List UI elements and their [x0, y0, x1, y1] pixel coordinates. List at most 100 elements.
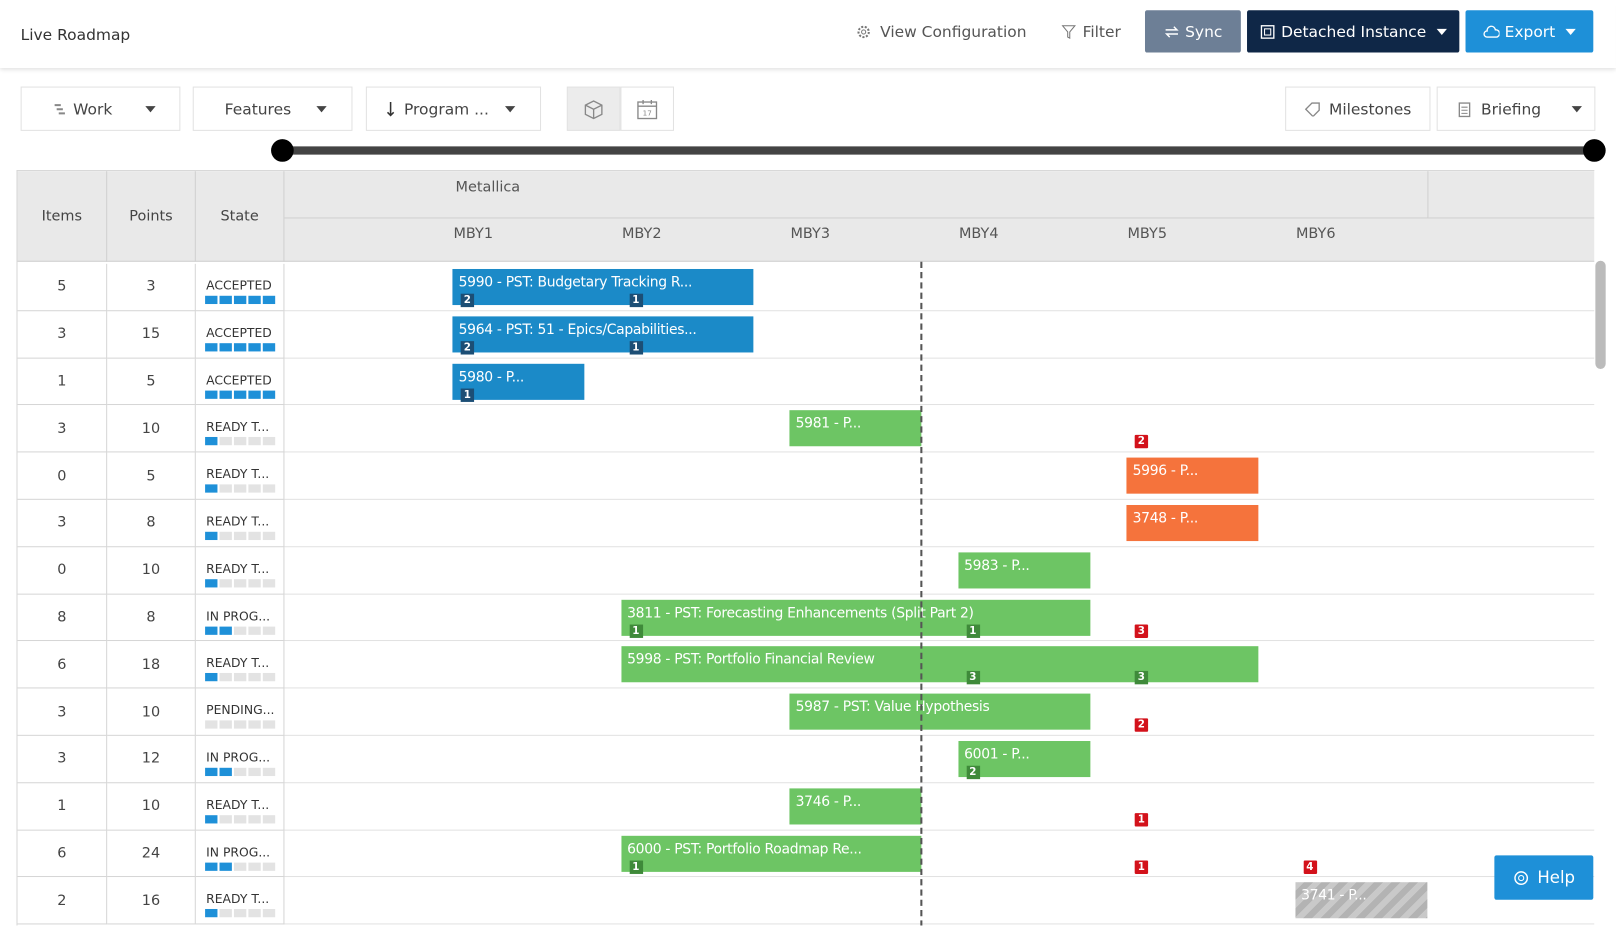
points-cell: 10 — [107, 688, 196, 736]
export-button[interactable]: Export — [1465, 10, 1594, 53]
filter-button[interactable]: Filter — [1055, 12, 1127, 51]
progress-segment — [219, 720, 232, 729]
points-cell: 15 — [107, 311, 196, 359]
bar-label: 5981 - P... — [795, 415, 862, 433]
bar-label: 6001 - P... — [964, 746, 1030, 763]
briefing-dropdown[interactable]: Briefing — [1436, 86, 1596, 131]
help-button[interactable]: Help — [1494, 855, 1594, 900]
gear-icon — [857, 25, 870, 39]
items-cell: 0 — [17, 452, 108, 500]
progress-segment — [233, 484, 247, 493]
program-dropdown[interactable]: Program ... — [365, 86, 542, 131]
bar-badge: 3 — [1134, 671, 1149, 685]
progress-segment — [248, 862, 261, 871]
roadmap-bar[interactable]: 3811 - PST: Forecasting Enhancements (Sp… — [620, 599, 1090, 636]
roadmap-bar[interactable]: 5983 - P... — [957, 552, 1090, 589]
sprint-header: MBY4 — [958, 225, 999, 243]
range-slider[interactable] — [282, 146, 1595, 155]
state-label: READY T... — [206, 419, 270, 435]
label: Features — [224, 99, 292, 119]
progress-segment — [248, 531, 261, 541]
roadmap-bar[interactable]: 5987 - PST: Value Hypothesis — [789, 693, 1090, 730]
detached-instance-button[interactable]: Detached Instance — [1247, 10, 1460, 53]
label: Sync — [1185, 22, 1223, 41]
roadmap-bar[interactable]: 3746 - P... — [789, 788, 922, 825]
progress-segment — [233, 342, 247, 352]
box-view-toggle[interactable] — [566, 86, 621, 131]
state-label: READY T... — [206, 891, 270, 907]
label: Milestones — [1328, 99, 1412, 119]
work-icon — [54, 103, 65, 114]
roadmap-bar[interactable]: 3748 - P... — [1126, 504, 1259, 542]
state-label: READY T... — [206, 467, 270, 482]
calendar-view-toggle[interactable]: 17 — [620, 86, 675, 131]
milestones-button[interactable]: Milestones — [1285, 86, 1431, 131]
progress-segment — [219, 767, 232, 777]
progress-segment — [219, 390, 232, 399]
items-cell: 3 — [17, 688, 108, 736]
row-divider — [284, 498, 1595, 500]
label: Briefing — [1480, 99, 1542, 119]
progress-segment — [219, 814, 232, 824]
state-cell: IN PROG... — [195, 735, 285, 784]
bar-label: 5998 - PST: Portfolio Financial Review — [627, 651, 875, 669]
progress-segment — [219, 909, 232, 918]
caret — [1436, 28, 1447, 35]
items-cell: 8 — [17, 594, 108, 642]
points-cell: 16 — [107, 877, 196, 925]
progress-segment — [219, 862, 232, 871]
roadmap-bar[interactable]: 5996 - P... — [1126, 457, 1259, 494]
state-cell: IN PROG... — [195, 830, 285, 878]
scrollbar-thumb[interactable] — [1595, 260, 1606, 369]
work-dropdown[interactable]: Work — [20, 86, 181, 131]
alert-badge: 3 — [1134, 624, 1149, 638]
progress-segment — [248, 295, 261, 305]
sprint-header: MBY3 — [790, 225, 831, 243]
row-divider — [284, 829, 1595, 831]
bar-label: 5980 - P... — [458, 368, 525, 386]
bar-badge: 1 — [629, 624, 643, 638]
items-cell: 3 — [17, 499, 108, 548]
sprint-header: MBY5 — [1127, 225, 1168, 243]
view-configuration-button[interactable]: View Configuration — [853, 12, 1028, 51]
bar-badge: 2 — [966, 765, 980, 780]
progress-segment — [262, 862, 276, 871]
slider-handle-right[interactable] — [1583, 139, 1606, 162]
bar-label: 5996 - P... — [1132, 462, 1199, 480]
row-divider — [284, 687, 1595, 689]
roadmap-bar[interactable]: 5980 - P... — [452, 363, 585, 400]
label: Filter — [1082, 22, 1121, 42]
progress-segment — [219, 578, 232, 588]
roadmap-bar[interactable]: 5990 - PST: Budgetary Tracking R... — [452, 268, 753, 306]
progress-segment — [262, 437, 276, 446]
progress-segment — [205, 531, 218, 541]
state-label: ACCEPTED — [206, 372, 272, 388]
items-cell: 2 — [17, 877, 108, 925]
slider-handle-left[interactable] — [271, 139, 294, 162]
bar-label: 3741 - P... — [1301, 887, 1367, 905]
points-cell: 12 — [107, 735, 196, 784]
caret — [1565, 28, 1576, 35]
caret — [505, 105, 516, 112]
roadmap-bar[interactable]: 3741 - P... — [1294, 882, 1427, 919]
progress-segment — [205, 295, 218, 305]
features-dropdown[interactable]: Features — [192, 86, 353, 131]
roadmap-bar[interactable]: 5981 - P... — [789, 410, 922, 447]
roadmap-bar[interactable]: 5964 - PST: 51 - Epics/Capabilities... — [452, 316, 753, 353]
label: View Configuration — [880, 22, 1027, 42]
points-cell: 3 — [107, 263, 196, 312]
progress-segment — [248, 909, 261, 918]
progress-segment — [248, 673, 261, 682]
points-cell: 5 — [107, 358, 196, 406]
items-cell: 0 — [17, 547, 108, 595]
bar-badge: 1 — [460, 388, 475, 402]
caret — [1572, 105, 1583, 112]
bar-label: 5964 - PST: 51 - Epics/Capabilities... — [458, 321, 697, 338]
roadmap-bar[interactable]: 6001 - P... — [957, 741, 1090, 778]
roadmap-bar[interactable]: 5998 - PST: Portfolio Financial Review — [620, 646, 1259, 683]
sync-button[interactable]: Sync — [1144, 10, 1241, 53]
progress-segment — [233, 390, 247, 399]
column-header: Items — [17, 171, 108, 262]
row-divider — [284, 357, 1595, 359]
roadmap-bar[interactable]: 6000 - PST: Portfolio Roadmap Re... — [620, 835, 922, 872]
